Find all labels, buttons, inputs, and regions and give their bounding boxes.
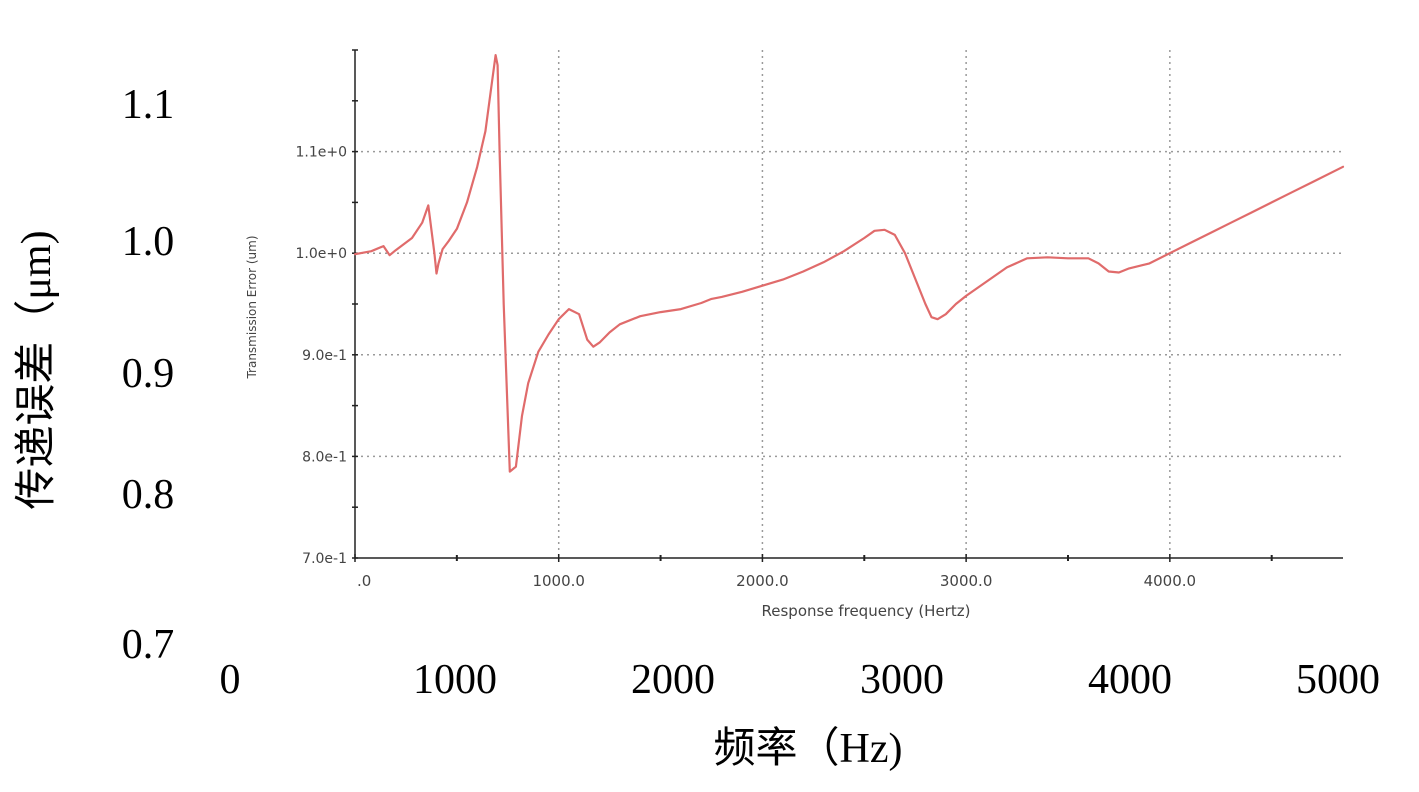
inner-tick-labels: .0 1000.0 2000.0 3000.0 4000.0 7.0e-1 8.0e-1 9.…	[295, 145, 1196, 590]
outer-x-tick-label: 3000	[860, 657, 944, 703]
outer-tick-labels: 0 1000 2000 3000 4000 5000 0.7 0.8 0.9 1.0 1.1	[122, 82, 1380, 703]
inner-y-tick-label: 1.1e+0	[295, 145, 347, 161]
outer-y-tick-label: 1.0	[122, 219, 175, 265]
inner-y-axis-label: Transmission Error (um)	[245, 235, 259, 379]
outer-x-tick-label: 0	[220, 657, 241, 703]
outer-x-tick-label: 2000	[631, 657, 715, 703]
inner-y-tick-label: 8.0e-1	[302, 449, 347, 465]
inner-y-tick-label: 9.0e-1	[302, 348, 347, 364]
outer-y-tick-label: 0.9	[122, 351, 175, 397]
outer-x-axis-label: 频率（Hz)	[714, 725, 903, 772]
inner-grid	[355, 50, 1343, 558]
outer-x-tick-label: 1000	[413, 657, 497, 703]
outer-y-tick-label: 1.1	[122, 82, 175, 128]
outer-y-axis-label: 传递误差（μm)	[14, 230, 60, 509]
inner-x-tick-label: 4000.0	[1144, 572, 1197, 590]
series-layer	[353, 53, 1345, 473]
outer-x-tick-label: 5000	[1296, 657, 1380, 703]
outer-x-tick-label: 4000	[1088, 657, 1172, 703]
inner-axes	[352, 49, 1343, 562]
outer-y-tick-label: 0.7	[122, 622, 175, 668]
inner-x-axis-label: Response frequency (Hertz)	[762, 602, 971, 620]
inner-x-tick-label: 1000.0	[532, 572, 585, 590]
series-line	[353, 53, 1345, 473]
inner-y-tick-label: 7.0e-1	[302, 551, 347, 567]
inner-x-tick-label: .0	[357, 572, 371, 590]
inner-y-tick-label: 1.0e+0	[295, 246, 347, 262]
inner-x-tick-label: 2000.0	[736, 572, 789, 590]
outer-y-tick-label: 0.8	[122, 472, 175, 518]
inner-x-tick-label: 3000.0	[940, 572, 993, 590]
